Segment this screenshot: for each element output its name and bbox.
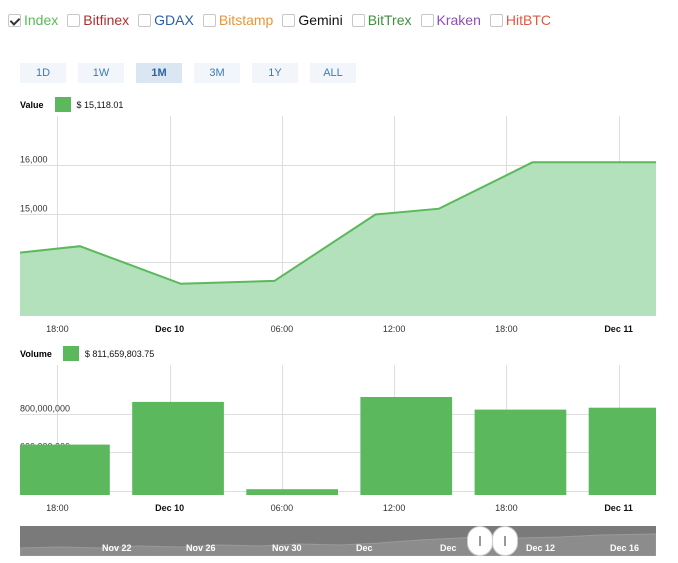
volume-bar <box>246 489 338 495</box>
x-tick-label: 18:00 <box>46 503 69 513</box>
x-tick-label: Dec 10 <box>155 324 184 334</box>
exchange-toggle-bitfinex[interactable]: Bitfinex <box>67 12 129 28</box>
volume-bar <box>588 407 656 495</box>
range-button-1y[interactable]: 1Y <box>252 63 298 83</box>
x-tick-label: 06:00 <box>271 324 294 334</box>
checkbox-icon[interactable] <box>420 13 434 27</box>
volume-legend: Volume $ 811,659,803.75 <box>20 346 154 361</box>
exchange-toggle-bittrex[interactable]: BitTrex <box>351 12 412 28</box>
value-legend-value: $ 15,118.01 <box>76 99 124 110</box>
grip-icon <box>479 536 481 546</box>
x-tick-label: 18:00 <box>495 324 518 334</box>
exchange-label: Kraken <box>436 12 481 28</box>
exchange-label: BitTrex <box>367 12 412 28</box>
volume-chart[interactable]: 400,000,000600,000,000800,000,00018:00De… <box>0 365 678 517</box>
volume-bar <box>360 397 453 495</box>
navigator-left-handle[interactable] <box>467 526 493 556</box>
navigator-right-handle[interactable] <box>492 526 518 556</box>
exchange-label: HitBTC <box>505 12 551 28</box>
navigator-date-label: Nov 26 <box>186 543 216 553</box>
navigator-date-label: Nov 22 <box>102 543 132 553</box>
exchange-toggle-bitstamp[interactable]: Bitstamp <box>202 12 274 28</box>
exchange-label: Gemini <box>298 12 343 28</box>
volume-bar <box>132 401 224 495</box>
y-tick-label: 16,000 <box>20 155 48 165</box>
navigator-date-label: Dec 16 <box>610 543 640 553</box>
navigator-date-label: Dec <box>440 543 457 553</box>
exchange-toggle-gdax[interactable]: GDAX <box>138 12 194 28</box>
value-legend-swatch <box>54 97 71 112</box>
exchange-selector: Index Bitfinex GDAX Bitstamp Gemini BitTrex Kr… <box>8 8 670 32</box>
range-selector: 1D 1W 1M 3M 1Y ALL <box>20 63 368 83</box>
x-tick-label: 12:00 <box>383 324 406 334</box>
x-tick-label: 06:00 <box>271 503 294 513</box>
exchange-toggle-index[interactable]: Index <box>8 12 58 28</box>
x-tick-label: Dec 11 <box>604 503 633 513</box>
range-button-1w[interactable]: 1W <box>78 63 124 83</box>
grip-icon <box>504 536 506 546</box>
checkbox-icon[interactable] <box>8 13 21 27</box>
volume-bar <box>20 444 110 495</box>
range-button-1d[interactable]: 1D <box>20 63 66 83</box>
checkbox-icon[interactable] <box>351 13 365 27</box>
volume-legend-label: Volume <box>20 348 52 359</box>
navigator-date-label: Dec <box>356 543 373 553</box>
x-tick-label: Dec 11 <box>604 324 633 334</box>
y-tick-label: 800,000,000 <box>20 404 70 414</box>
exchange-toggle-kraken[interactable]: Kraken <box>420 12 481 28</box>
x-tick-label: 18:00 <box>495 503 518 513</box>
exchange-toggle-hitbtc[interactable]: HitBTC <box>489 12 551 28</box>
value-line <box>19 161 656 285</box>
exchange-label: GDAX <box>154 12 194 28</box>
exchange-label: Index <box>24 12 59 28</box>
navigator-date-label: Dec 12 <box>526 543 556 553</box>
x-tick-label: 18:00 <box>46 324 69 334</box>
range-button-1m[interactable]: 1M <box>136 63 182 83</box>
checkbox-icon[interactable] <box>202 13 216 27</box>
timeline-navigator[interactable]: Nov 22 Nov 26 Nov 30 Dec Dec Dec 12 Dec 16 <box>20 526 656 556</box>
navigator-date-label: Nov 30 <box>272 543 302 553</box>
checkbox-icon[interactable] <box>489 13 503 27</box>
volume-legend-swatch <box>62 346 79 361</box>
value-legend: Value $ 15,118.01 <box>20 97 123 112</box>
exchange-toggle-gemini[interactable]: Gemini <box>282 12 343 28</box>
exchange-label: Bitfinex <box>83 12 130 28</box>
checkbox-icon[interactable] <box>282 13 296 27</box>
checkbox-icon[interactable] <box>67 13 81 27</box>
volume-legend-value: $ 811,659,803.75 <box>84 348 155 359</box>
x-tick-label: 12:00 <box>383 503 406 513</box>
value-legend-label: Value <box>20 99 44 110</box>
checkbox-icon[interactable] <box>138 13 152 27</box>
exchange-label: Bitstamp <box>218 12 274 28</box>
volume-bar <box>474 409 567 495</box>
y-tick-label: 15,000 <box>20 204 48 214</box>
range-button-all[interactable]: ALL <box>310 63 356 83</box>
x-tick-label: Dec 10 <box>155 503 184 513</box>
range-button-3m[interactable]: 3M <box>194 63 240 83</box>
